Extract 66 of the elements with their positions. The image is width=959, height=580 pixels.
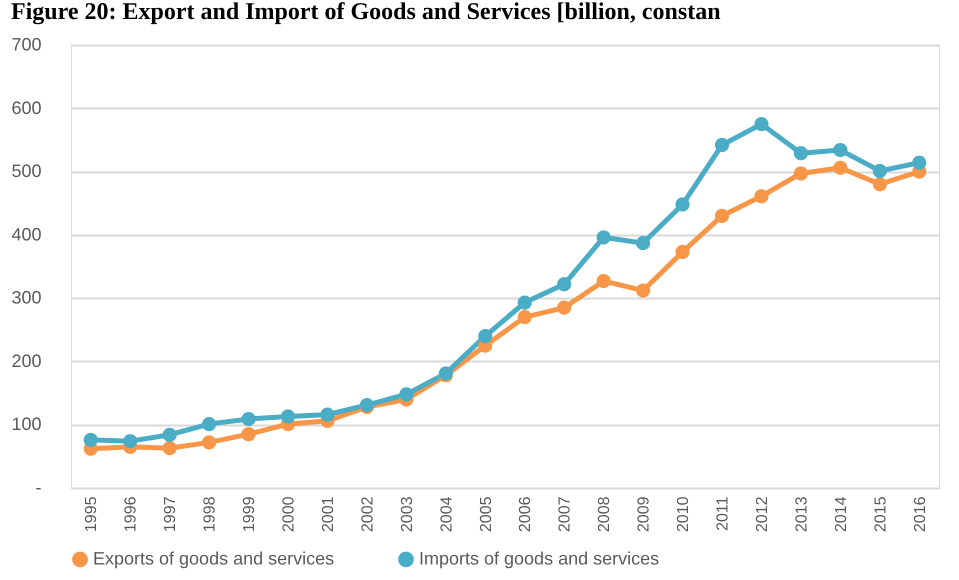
x-tick-label: 1996 [122,496,140,532]
point [202,417,216,432]
point [241,412,256,426]
point [320,408,335,422]
point [478,329,492,344]
x-tick-label: 2001 [320,496,337,532]
point [123,434,138,448]
point [557,277,572,292]
x-tick-label: 2000 [280,496,298,532]
point [596,274,611,288]
chart-title: Figure 20: Export and Import of Goods and Services [billion, constan [10,0,721,25]
y-tick-label: 600 [11,98,42,118]
point [399,387,414,402]
x-tick-label: 2012 [754,496,771,532]
x-tick-label: 2004 [438,496,456,532]
x-tick-label: 2009 [636,496,653,532]
y-tick-label: 100 [11,414,42,434]
point [754,117,769,132]
legend-label: Exports of goods and services [93,548,334,568]
point [557,300,572,315]
x-tick-label: 2013 [793,496,810,532]
point [872,164,887,178]
x-tick-label: 1995 [83,496,100,532]
point [754,189,769,204]
point [714,208,730,223]
point [84,432,98,447]
x-tick-label: 2015 [872,496,890,532]
point [241,427,256,442]
point [833,142,848,158]
point [636,236,650,250]
point [636,283,650,298]
x-tick-label: 2008 [596,496,614,532]
point [794,146,808,160]
x-tick-label: 1999 [241,496,258,532]
y-tick-label: 400 [11,224,42,244]
point [202,435,216,450]
x-tick-label: 2003 [398,496,416,532]
point [833,160,848,175]
point [675,197,690,212]
point [675,244,690,259]
y-tick-label: - [36,478,42,498]
legend-label: Imports of goods and services [419,548,660,568]
x-tick-label: 2002 [359,496,376,532]
x-tick-label: 2007 [556,496,574,532]
y-tick-label: 300 [11,288,42,308]
x-tick-label: 2011 [714,496,732,531]
point [912,156,926,170]
y-tick-label: 200 [11,350,42,371]
point [280,409,296,424]
point [162,441,177,456]
x-tick-label: 2014 [832,496,850,532]
point [872,177,887,192]
x-tick-label: 1998 [202,496,219,532]
point [518,310,532,324]
point [714,138,730,152]
x-tick-label: 1997 [162,496,180,532]
y-tick-label: 500 [11,161,42,182]
point [162,428,177,442]
point [596,230,611,244]
point [518,296,532,310]
x-tick-label: 2016 [912,496,929,532]
x-tick-label: 2010 [675,496,692,532]
point [794,166,808,181]
x-tick-label: 2005 [478,496,495,532]
x-tick-label: 2006 [517,496,534,532]
y-tick-label: 700 [11,34,42,54]
